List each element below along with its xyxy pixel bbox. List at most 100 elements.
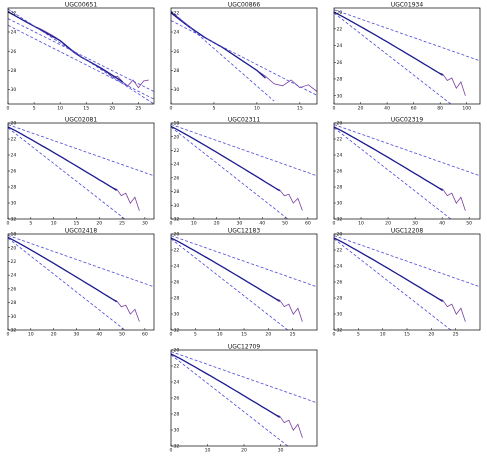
- x-tick-label: 20: [214, 221, 220, 227]
- y-tick-label: 30: [11, 314, 17, 320]
- y-tick-label: 26: [174, 175, 180, 181]
- profile-line: [170, 11, 318, 92]
- fit-dashed-line: [333, 9, 481, 62]
- model-line: [7, 126, 118, 191]
- y-tick-label: 28: [11, 185, 17, 191]
- x-tick-label: 50: [282, 221, 288, 227]
- panel-title: UGC02418: [65, 228, 98, 235]
- y-tick-label: 24: [11, 273, 17, 279]
- panel-title: UGC12208: [391, 228, 424, 235]
- chart-svg: UGC00651 0 5 10 15 20 25 22 24 26 28 30: [7, 2, 155, 112]
- plot-frame: [7, 233, 155, 331]
- chart-panel-ugc12709: UGC12709 0 10 20 30 20 22 24 26 28 30 32: [165, 343, 323, 455]
- x-tick-label: 15: [297, 106, 303, 112]
- y-tick-label: 18: [174, 121, 180, 127]
- fit-dashed-line: [7, 237, 126, 331]
- model-line: [333, 126, 444, 191]
- x-tick-label: 0: [170, 221, 173, 227]
- y-tick-label: 32: [174, 444, 180, 450]
- chart-panel-ugc02081: UGC02081 0 5 10 15 20 25 30 20 22 24 26 28 30 32: [2, 116, 160, 228]
- fit-dashed-line: [7, 235, 155, 288]
- x-tick-label: 15: [74, 221, 80, 227]
- x-tick-label: 10: [51, 221, 57, 227]
- x-tick-label: 25: [135, 106, 141, 112]
- plot-frame: [333, 122, 481, 220]
- y-tick-label: 24: [174, 264, 180, 270]
- panel-title: UGC00866: [228, 2, 261, 9]
- y-tick-label: 18: [11, 232, 17, 238]
- profile-line: [333, 11, 466, 96]
- y-tick-label: 20: [11, 121, 17, 127]
- x-tick-label: 50: [466, 221, 472, 227]
- chart-svg: UGC02319 0 10 20 30 40 50 20 22 24 26 28 30 32: [333, 117, 481, 227]
- x-tick-label: 30: [142, 221, 148, 227]
- x-tick-label: 20: [358, 106, 364, 112]
- y-tick-label: 20: [11, 245, 17, 251]
- chart-svg: UGC12183 0 5 10 15 20 25 20 22 24 26 28 30 32: [170, 228, 318, 338]
- x-tick-label: 0: [7, 332, 10, 338]
- x-tick-label: 30: [412, 221, 418, 227]
- y-tick-label: 22: [337, 26, 343, 32]
- y-tick-label: 26: [337, 60, 343, 66]
- x-tick-label: 0: [333, 106, 336, 112]
- fit-dashed-line: [333, 127, 452, 220]
- y-tick-label: 20: [337, 232, 343, 238]
- plot-frame: [7, 122, 155, 220]
- model-line: [170, 125, 281, 192]
- y-tick-label: 28: [337, 185, 343, 191]
- x-tick-label: 40: [259, 221, 265, 227]
- chart-svg: UGC01934 0 20 40 60 80 100 20 22 24 26 28 30: [333, 2, 481, 112]
- x-tick-label: 40: [96, 332, 102, 338]
- y-tick-label: 24: [337, 264, 343, 270]
- y-tick-label: 32: [337, 217, 343, 223]
- y-tick-label: 24: [174, 380, 180, 386]
- chart-panel-ugc12183: UGC12183 0 5 10 15 20 25 20 22 24 26 28 30 32: [165, 227, 323, 339]
- x-tick-label: 10: [57, 106, 63, 112]
- chart-panel-ugc00866: UGC00866 0 5 10 15 22 24 26 28 30: [165, 1, 323, 113]
- y-tick-label: 26: [174, 280, 180, 286]
- y-tick-label: 30: [337, 312, 343, 318]
- model-line: [170, 12, 266, 79]
- fit-dashed-line: [333, 124, 481, 177]
- x-tick-label: 60: [142, 332, 148, 338]
- x-tick-label: 0: [333, 332, 336, 338]
- chart-svg: UGC02311 0 10 20 30 40 50 60 18 20 22 24 26 28 30 32: [170, 117, 318, 227]
- y-tick-label: 28: [11, 68, 17, 74]
- chart-svg: UGC12709 0 10 20 30 20 22 24 26 28 30 32: [170, 344, 318, 454]
- chart-panel-ugc01934: UGC01934 0 20 40 60 80 100 20 22 24 26 28 30: [328, 1, 486, 113]
- x-tick-label: 60: [305, 221, 311, 227]
- y-tick-label: 30: [174, 312, 180, 318]
- x-tick-label: 100: [462, 106, 471, 112]
- y-tick-label: 22: [337, 137, 343, 143]
- y-tick-label: 26: [11, 169, 17, 175]
- model-line: [7, 11, 124, 83]
- panel-title: UGC12709: [228, 344, 261, 351]
- model-line: [333, 237, 444, 302]
- x-tick-label: 5: [29, 221, 32, 227]
- x-tick-label: 5: [357, 332, 360, 338]
- x-tick-label: 10: [28, 332, 34, 338]
- y-tick-label: 30: [174, 87, 180, 93]
- x-tick-label: 0: [170, 106, 173, 112]
- x-tick-label: 0: [170, 448, 173, 454]
- x-tick-label: 0: [170, 332, 173, 338]
- y-tick-label: 24: [337, 43, 343, 49]
- y-tick-label: 22: [174, 248, 180, 254]
- y-tick-label: 28: [11, 300, 17, 306]
- fit-dashed-line: [170, 126, 289, 220]
- fit-dashed-line: [170, 354, 289, 447]
- y-tick-label: 32: [337, 328, 343, 334]
- chart-svg: UGC00866 0 5 10 15 22 24 26 28 30: [170, 2, 318, 112]
- profile-line: [170, 126, 303, 211]
- fit-dashed-line: [333, 238, 452, 331]
- fit-dashed-line: [333, 235, 481, 288]
- x-tick-label: 25: [119, 221, 125, 227]
- y-tick-label: 30: [174, 203, 180, 209]
- y-tick-label: 22: [174, 10, 180, 16]
- y-tick-label: 30: [11, 201, 17, 207]
- fit-dashed-line: [170, 20, 318, 96]
- y-tick-label: 32: [11, 217, 17, 223]
- y-tick-label: 26: [11, 286, 17, 292]
- y-tick-label: 28: [174, 296, 180, 302]
